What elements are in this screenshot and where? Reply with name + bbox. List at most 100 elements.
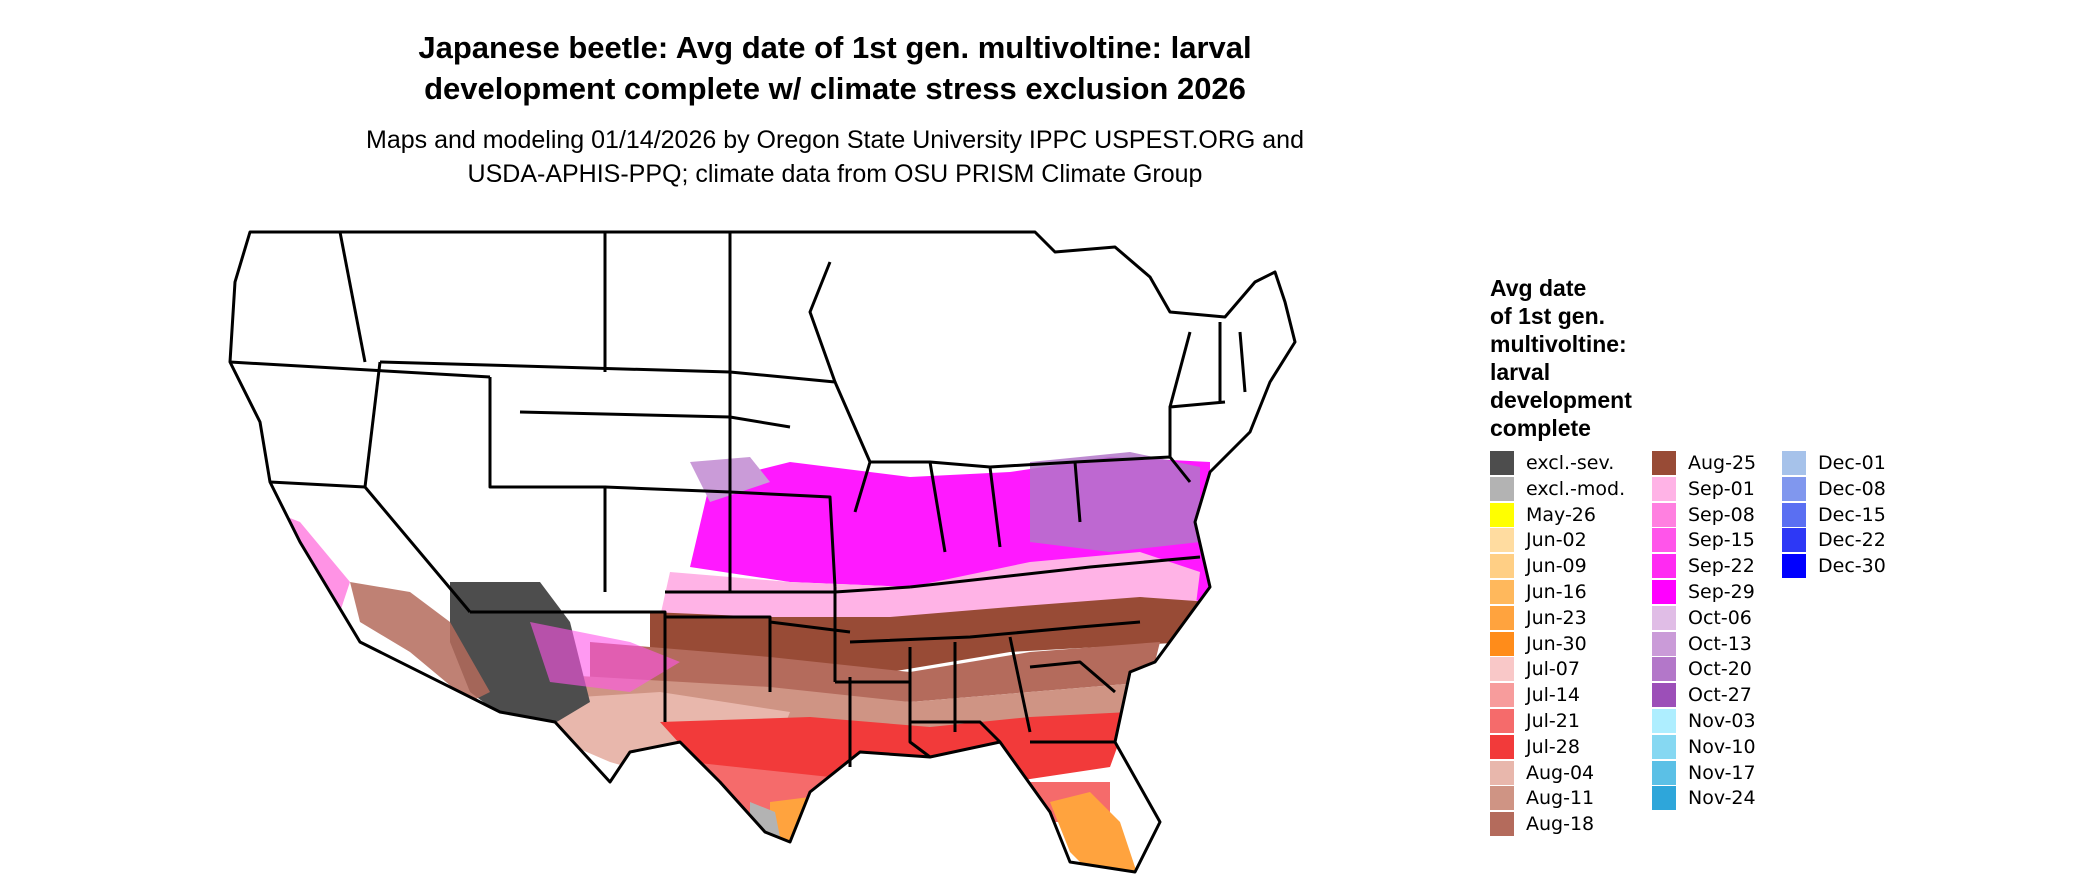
- legend-title-line: complete: [1490, 415, 1591, 441]
- legend-item: Aug-25: [1652, 450, 1756, 476]
- legend-item: Sep-01: [1652, 476, 1755, 502]
- legend-item: excl.-mod.: [1490, 476, 1625, 502]
- legend-swatch: [1490, 760, 1514, 785]
- legend-item: Jun-09: [1490, 553, 1587, 579]
- legend-swatch: [1652, 528, 1676, 553]
- map-subtitle-line-1: Maps and modeling 01/14/2026 by Oregon S…: [366, 126, 1304, 154]
- legend-item: Nov-03: [1652, 708, 1756, 734]
- legend-item: Dec-15: [1782, 502, 1886, 528]
- legend-title: Avg date of 1st gen. multivoltine: larva…: [1490, 274, 1690, 442]
- legend-item: Dec-30: [1782, 553, 1886, 579]
- legend-swatch: [1490, 734, 1514, 759]
- legend-item: Aug-11: [1490, 785, 1594, 811]
- legend-label: Aug-25: [1688, 452, 1757, 474]
- legend-label: Jun-09: [1526, 555, 1587, 578]
- legend-label: Jun-16: [1526, 581, 1587, 603]
- legend-label: Aug-11: [1526, 787, 1595, 810]
- legend-swatch: [1652, 760, 1676, 785]
- map-title-line-2: development complete w/ climate stress e…: [424, 71, 1246, 106]
- legend-title-line: development: [1490, 387, 1632, 413]
- legend-item: Jun-16: [1490, 579, 1587, 605]
- legend-item: Oct-27: [1652, 682, 1752, 708]
- legend-swatch: [1490, 683, 1514, 708]
- legend-swatch: [1652, 605, 1676, 630]
- legend-label: Aug-04: [1526, 761, 1595, 784]
- map-title-line-1: Japanese beetle: Avg date of 1st gen. mu…: [418, 30, 1252, 65]
- legend-label: Aug-18: [1526, 813, 1595, 836]
- legend-swatch: [1490, 502, 1514, 527]
- legend-swatch: [1782, 451, 1806, 475]
- legend-item: Jul-21: [1490, 708, 1580, 734]
- legend-swatch: [1652, 786, 1676, 811]
- legend-label: Sep-01: [1688, 477, 1755, 500]
- legend-item: Oct-20: [1652, 656, 1752, 682]
- legend-label: Sep-15: [1688, 529, 1755, 552]
- legend-label: Sep-29: [1688, 581, 1755, 603]
- legend-swatch: [1652, 657, 1676, 682]
- legend-label: Sep-08: [1688, 503, 1755, 526]
- legend-item: Jun-30: [1490, 631, 1587, 657]
- legend-item: Dec-01: [1782, 450, 1886, 476]
- legend-item: Oct-06: [1652, 605, 1752, 631]
- legend-swatch: [1490, 528, 1514, 553]
- legend-label: Jul-21: [1526, 710, 1580, 732]
- legend-label: Oct-06: [1688, 606, 1752, 629]
- legend-item: Sep-22: [1652, 553, 1755, 579]
- legend-label: Dec-30: [1818, 555, 1886, 578]
- legend-label: Oct-20: [1688, 658, 1752, 681]
- legend-swatch: [1782, 476, 1806, 501]
- legend-swatch: [1782, 554, 1806, 579]
- legend-item: Jul-28: [1490, 734, 1580, 760]
- legend-label: Oct-27: [1688, 684, 1752, 707]
- legend-swatch: [1652, 451, 1676, 475]
- legend-label: Nov-24: [1688, 787, 1756, 810]
- legend-item: Jun-02: [1490, 527, 1587, 553]
- legend-label: Oct-13: [1688, 632, 1752, 655]
- legend-swatch: [1652, 709, 1676, 733]
- legend-swatch: [1652, 476, 1676, 501]
- legend-label: excl.-sev.: [1526, 452, 1615, 474]
- legend-item: Dec-08: [1782, 476, 1886, 502]
- legend-swatch: [1652, 631, 1676, 656]
- legend-label: Nov-17: [1688, 761, 1756, 784]
- legend-item: excl.-sev.: [1490, 450, 1614, 476]
- legend-title-line: larval: [1490, 359, 1551, 385]
- legend-swatch: [1490, 605, 1514, 630]
- legend-swatch: [1652, 580, 1676, 604]
- legend-label: Jun-30: [1526, 632, 1587, 655]
- legend-label: Nov-10: [1688, 735, 1756, 758]
- legend-swatch: [1652, 683, 1676, 708]
- legend-swatch: [1490, 451, 1514, 475]
- legend-item: Aug-04: [1490, 760, 1594, 786]
- legend-label: Dec-22: [1818, 529, 1886, 552]
- legend-swatch: [1490, 580, 1514, 604]
- legend-item: Oct-13: [1652, 631, 1752, 657]
- legend-title-line: Avg date: [1490, 275, 1587, 301]
- legend-swatch: [1652, 502, 1676, 527]
- legend-label: Jul-28: [1526, 735, 1580, 758]
- legend-item: Nov-17: [1652, 760, 1756, 786]
- legend-title-line: multivoltine:: [1490, 331, 1627, 357]
- legend-label: Dec-15: [1818, 503, 1886, 526]
- legend-swatch: [1782, 528, 1806, 553]
- legend-label: excl.-mod.: [1526, 477, 1626, 500]
- legend-swatch: [1490, 631, 1514, 656]
- legend-label: Nov-03: [1688, 710, 1756, 732]
- legend-label: Jun-02: [1526, 529, 1587, 552]
- legend-swatch: [1782, 502, 1806, 527]
- legend-item: Sep-15: [1652, 527, 1755, 553]
- legend-item: Dec-22: [1782, 527, 1886, 553]
- legend-swatch: [1490, 554, 1514, 579]
- state-boundaries: [228, 230, 1297, 874]
- legend-swatch: [1652, 554, 1676, 579]
- legend-item: Jun-23: [1490, 605, 1587, 631]
- legend-swatch: [1490, 709, 1514, 733]
- legend-item: May-26: [1490, 502, 1596, 528]
- legend-item: Sep-08: [1652, 502, 1755, 528]
- legend-item: Jul-07: [1490, 656, 1580, 682]
- us-map: [228, 230, 1297, 874]
- legend-item: Nov-24: [1652, 785, 1756, 811]
- legend-swatch: [1490, 812, 1514, 837]
- legend-title-line: of 1st gen.: [1490, 303, 1606, 329]
- legend-label: May-26: [1526, 503, 1596, 526]
